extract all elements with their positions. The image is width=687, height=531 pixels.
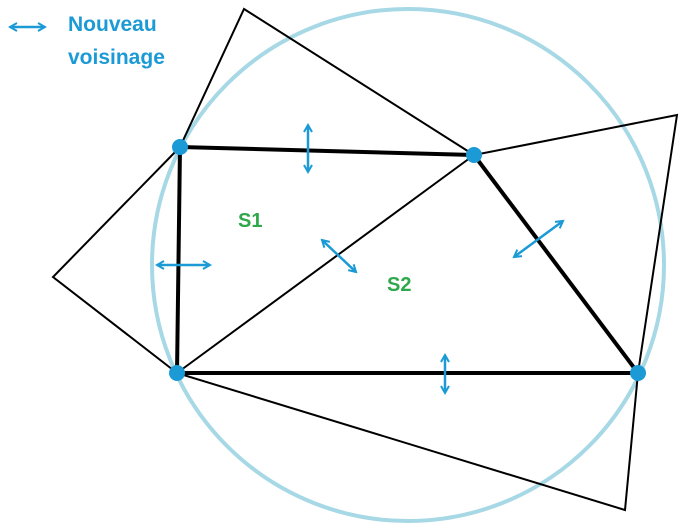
legend-line-1: Nouveau [68, 13, 157, 36]
quadrilateral-edges [175, 145, 640, 375]
region-label-s1: S1 [238, 210, 262, 232]
outer-triangles [51, 7, 679, 512]
top-triangle [179, 7, 475, 156]
edge-left [175, 146, 182, 374]
vertex-top-right [466, 147, 482, 163]
left-triangle [51, 146, 181, 374]
legend-line-2: voisinage [68, 46, 165, 69]
region-label-s2: S2 [387, 274, 411, 296]
double-arrow-icon-diagonal [322, 240, 356, 272]
double-arrow-icon-right-edge [514, 221, 563, 257]
vertex-bottom-left [169, 365, 185, 381]
vertex-top-left [172, 139, 188, 155]
bottom-triangle [176, 372, 639, 512]
vertices [169, 139, 646, 381]
edge-right [472, 153, 640, 375]
circumcircle [150, 7, 666, 523]
right-triangle [473, 113, 679, 374]
diagonal-edge [176, 154, 475, 374]
vertex-bottom-right [630, 365, 646, 381]
edge-top [179, 145, 475, 157]
